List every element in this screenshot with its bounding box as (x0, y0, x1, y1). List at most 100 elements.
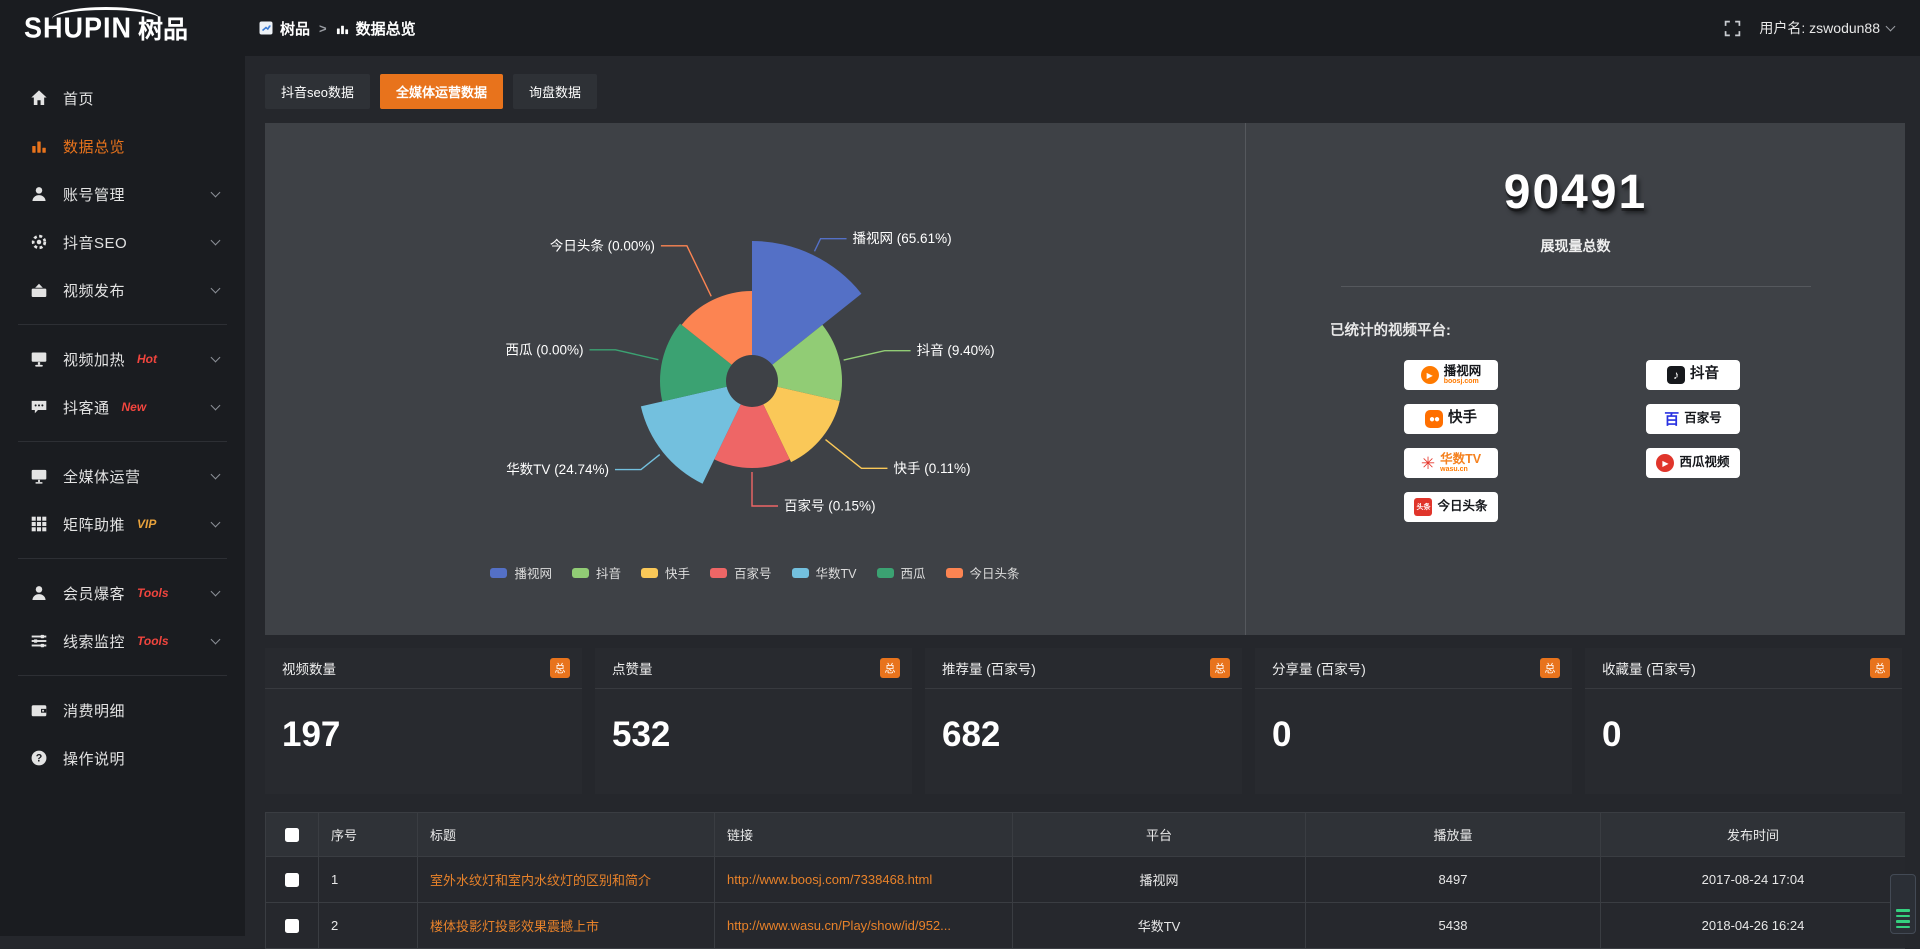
legend-item-今日头条[interactable]: 今日头条 (946, 563, 1020, 582)
sidebar-item-video-publish[interactable]: 视频发布 (0, 266, 245, 314)
user-menu[interactable]: 用户名: zswodun88 (1759, 18, 1894, 38)
chevron-down-icon (211, 635, 221, 645)
cell-platform: 华数TV (1013, 903, 1306, 949)
cell-plays: 8497 (1306, 857, 1601, 903)
legend-label: 华数TV (816, 563, 857, 582)
boosj-logo-icon: ▶ (1421, 366, 1439, 384)
tab-omni-media-data[interactable]: 全媒体运营数据 (380, 74, 503, 109)
sidebar-divider (18, 441, 227, 442)
col-index: 序号 (319, 813, 418, 857)
pie-label-line (615, 455, 660, 470)
stat-value: 532 (595, 689, 912, 755)
legend-item-快手[interactable]: 快手 (641, 563, 690, 582)
sidebar-item-omni-media[interactable]: 全媒体运营 (0, 452, 245, 500)
monitor-icon (30, 467, 48, 485)
pie-label-西瓜: 西瓜 (0.00%) (505, 342, 583, 357)
col-link: 链接 (715, 813, 1013, 857)
total-badge[interactable]: 总 (1210, 658, 1230, 678)
sidebar-item-member-boom[interactable]: 会员爆客 Tools (0, 569, 245, 617)
cell-title[interactable]: 室外水纹灯和室内水纹灯的区别和简介 (418, 857, 715, 903)
sidebar-item-matrix-boost[interactable]: 矩阵助推 VIP (0, 500, 245, 548)
cell-link[interactable]: http://www.boosj.com/7338468.html (715, 857, 1013, 903)
pie-label-播视网: 播视网 (65.61%) (853, 231, 952, 246)
tab-douyin-seo-data[interactable]: 抖音seo数据 (265, 74, 370, 109)
legend-item-百家号[interactable]: 百家号 (710, 563, 772, 582)
col-platform: 平台 (1013, 813, 1306, 857)
chevron-down-icon (211, 401, 221, 411)
tools-badge: Tools (137, 586, 169, 600)
pie-label-line (661, 246, 711, 296)
sidebar-item-account-management[interactable]: 账号管理 (0, 170, 245, 218)
app-logo[interactable]: SHUPIN 树品 (0, 0, 245, 56)
table-header-row: 序号 标题 链接 平台 播放量 发布时间 (266, 813, 1906, 857)
platform-col-right: ♪ 抖音 百 百家号 ▶ 西瓜视频 (1646, 360, 1740, 522)
tools-badge: Tools (137, 634, 169, 648)
platform-badge-xigua: ▶ 西瓜视频 (1646, 448, 1740, 478)
total-badge[interactable]: 总 (1540, 658, 1560, 678)
svg-text:?: ? (36, 753, 43, 765)
legend-label: 快手 (665, 563, 690, 582)
breadcrumb: 树品 > 数据总览 (259, 18, 416, 39)
tab-inquiry-data[interactable]: 询盘数据 (513, 74, 597, 109)
rose-chart-svg[interactable]: 播视网 (65.61%)抖音 (9.40%)快手 (0.11%)百家号 (0.1… (265, 123, 1245, 635)
sidebar-item-help[interactable]: ? 操作说明 (0, 734, 245, 782)
videos-table: 序号 标题 链接 平台 播放量 发布时间 1 室外水纹灯和室内水纹灯的区别和简介… (265, 812, 1905, 949)
sidebar-item-home[interactable]: 首页 (0, 74, 245, 122)
main-content: 抖音seo数据 全媒体运营数据 询盘数据 播视网 (65.61%)抖音 (9.4… (245, 56, 1920, 936)
pie-label-line (825, 440, 887, 469)
chevron-down-icon (211, 353, 221, 363)
total-impressions-value: 90491 (1246, 165, 1905, 220)
screen-icon (30, 350, 48, 368)
fullscreen-icon[interactable] (1724, 20, 1741, 37)
legend-item-西瓜[interactable]: 西瓜 (877, 563, 926, 582)
cell-title[interactable]: 楼体投影灯投影效果震撼上市 (418, 903, 715, 949)
cell-link[interactable]: http://www.wasu.cn/Play/show/id/952... (715, 903, 1013, 949)
chevron-down-icon (211, 284, 221, 294)
pie-slice-华数TV[interactable] (641, 387, 741, 484)
total-impressions-label: 展现量总数 (1246, 236, 1905, 256)
sidebar-item-doketong[interactable]: 抖客通 New (0, 383, 245, 431)
pie-label-快手: 快手 (0.11%) (893, 461, 970, 476)
video-publish-icon (30, 281, 48, 299)
cell-published: 2017-08-24 17:04 (1601, 857, 1906, 903)
total-badge[interactable]: 总 (1870, 658, 1890, 678)
sidebar-item-data-overview[interactable]: 数据总览 (0, 122, 245, 170)
total-badge[interactable]: 总 (550, 658, 570, 678)
sidebar-divider (18, 675, 227, 676)
sidebar-item-douyin-seo[interactable]: 抖音SEO (0, 218, 245, 266)
pie-label-今日头条: 今日头条 (0.00%) (550, 237, 655, 253)
legend-marker (877, 568, 894, 578)
total-badge[interactable]: 总 (880, 658, 900, 678)
trend-icon (259, 21, 273, 35)
legend-item-华数TV[interactable]: 华数TV (792, 563, 857, 582)
stat-card-likes: 点赞量总 532 (595, 648, 912, 794)
legend-marker (641, 568, 658, 578)
cell-plays: 5438 (1306, 903, 1601, 949)
stat-card-video-count: 视频数量总 197 (265, 648, 582, 794)
legend-marker (572, 568, 589, 578)
legend-label: 播视网 (514, 563, 552, 582)
legend-marker (792, 568, 809, 578)
sidebar-item-video-heat[interactable]: 视频加热 Hot (0, 335, 245, 383)
pie-label-line (814, 239, 846, 252)
breadcrumb-root[interactable]: 树品 (259, 18, 310, 39)
user-icon (30, 185, 48, 203)
platform-badge-wasu: ✳ 华数TV wasu.cn (1404, 448, 1498, 478)
cell-index: 2 (319, 903, 418, 949)
row-checkbox[interactable] (285, 873, 299, 887)
legend-item-播视网[interactable]: 播视网 (490, 563, 552, 582)
floating-widget[interactable] (1890, 874, 1916, 934)
legend-item-抖音[interactable]: 抖音 (572, 563, 621, 582)
breadcrumb-current[interactable]: 数据总览 (336, 18, 416, 39)
row-checkbox[interactable] (285, 919, 299, 933)
wasu-logo-icon: ✳ (1421, 455, 1435, 472)
platform-badge-boosj: ▶ 播视网 boosj.com (1404, 360, 1498, 390)
stat-value: 0 (1255, 689, 1572, 755)
platform-badge-kuaishou: ●● 快手 (1404, 404, 1498, 434)
stat-value: 682 (925, 689, 1242, 755)
select-all-checkbox[interactable] (285, 828, 299, 842)
sidebar-item-spending-details[interactable]: 消费明细 (0, 686, 245, 734)
stat-value: 197 (265, 689, 582, 755)
col-plays: 播放量 (1306, 813, 1601, 857)
sidebar-item-lead-monitor[interactable]: 线索监控 Tools (0, 617, 245, 665)
